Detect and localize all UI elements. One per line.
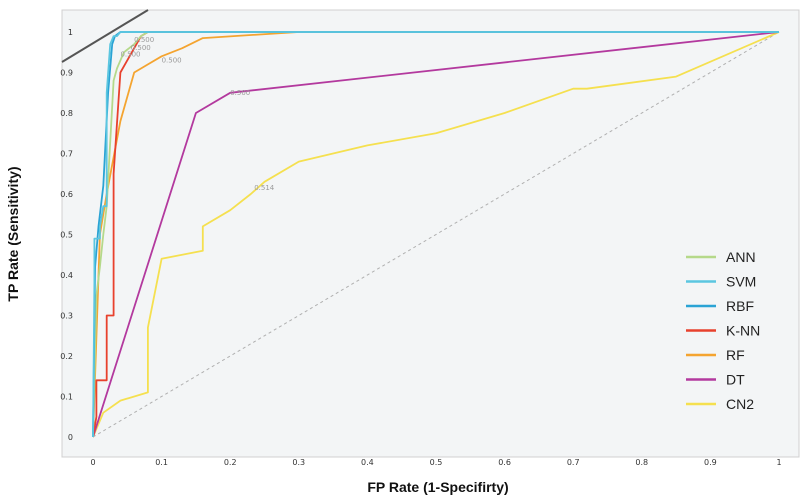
x-tick-label-0-9: 0.9	[704, 458, 717, 467]
y-tick-label-0-4: 0.4	[60, 271, 73, 280]
threshold-label-4: 0.500	[131, 44, 151, 52]
y-tick-labels: 0 0.1 0.2 0.3 0.4 0.5 0.6 0.7 0.8 0.9 1	[60, 28, 73, 442]
y-tick-label-0-5: 0.5	[60, 231, 73, 240]
x-tick-label-0-2: 0.2	[224, 458, 237, 467]
y-tick-label-0: 0	[68, 433, 73, 442]
x-tick-label-0: 0	[90, 458, 95, 467]
y-tick-label-0-7: 0.7	[60, 150, 73, 159]
legend-label-ann: ANN	[726, 249, 756, 265]
x-tick-label-0-1: 0.1	[155, 458, 168, 467]
legend-label-dt: DT	[726, 372, 745, 388]
x-tick-label-1: 1	[776, 458, 781, 467]
series-line-dt	[92, 31, 780, 438]
x-tick-label-0-4: 0.4	[361, 458, 374, 467]
y-tick-label-0-9: 0.9	[60, 69, 73, 78]
x-tick-label-0-3: 0.3	[292, 458, 305, 467]
x-tick-label-0-8: 0.8	[635, 458, 648, 467]
legend: ANN SVM RBF K-NN RF DT CN2	[686, 249, 760, 412]
series-line-svm	[92, 31, 779, 438]
threshold-label-3: 0.500	[134, 36, 154, 44]
series-line-rf	[92, 31, 779, 438]
diagonal-layer	[92, 31, 780, 438]
y-tick-label-0-8: 0.8	[60, 109, 73, 118]
threshold-label-0: 0.500	[162, 56, 182, 64]
plot-background	[61, 9, 800, 458]
legend-label-rf: RF	[726, 347, 745, 363]
series-line-cn2	[92, 31, 780, 438]
x-tick-labels: 0 0.1 0.2 0.3 0.4 0.5 0.6 0.7 0.8 0.9 1	[90, 458, 781, 467]
y-axis-title: TP Rate (Sensitivity)	[5, 166, 21, 301]
series-layer	[92, 31, 780, 438]
threshold-label-1: 0.500	[230, 89, 250, 97]
legend-label-cn2: CN2	[726, 396, 754, 412]
x-tick-label-0-6: 0.6	[498, 458, 511, 467]
threshold-label-2: 0.514	[254, 184, 275, 192]
y-tick-label-0-3: 0.3	[60, 312, 73, 321]
legend-label-rbf: RBF	[726, 298, 754, 314]
legend-label-svm: SVM	[726, 274, 756, 290]
y-tick-label-0-1: 0.1	[60, 393, 73, 402]
threshold-label-5: 0.500	[120, 50, 140, 58]
y-tick-label-1: 1	[68, 28, 73, 37]
x-tick-label-0-5: 0.5	[430, 458, 443, 467]
x-tick-label-0-7: 0.7	[567, 458, 580, 467]
corner-reference-line	[61, 9, 149, 63]
y-tick-label-0-6: 0.6	[60, 190, 73, 199]
y-tick-label-0-2: 0.2	[60, 352, 73, 361]
x-axis-title: FP Rate (1-Specifirty)	[367, 479, 508, 495]
series-line-ann	[92, 31, 779, 438]
diagonal-reference-line	[92, 31, 780, 438]
legend-label-k-nn: K-NN	[726, 323, 760, 339]
